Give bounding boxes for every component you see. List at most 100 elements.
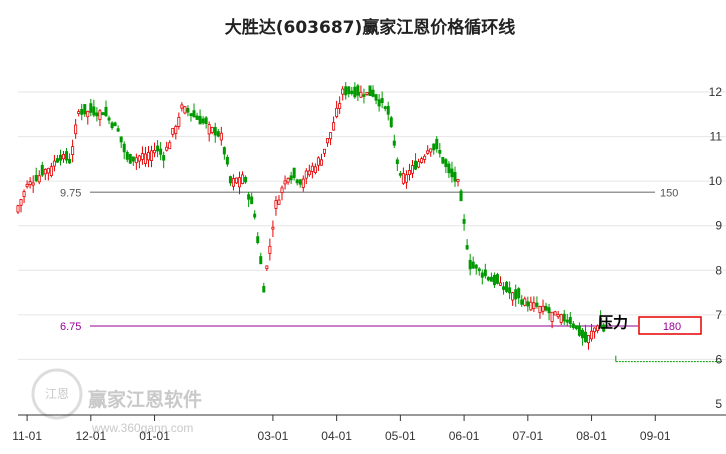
candle bbox=[350, 86, 354, 96]
candle bbox=[453, 166, 457, 187]
candle-body bbox=[292, 167, 296, 178]
candle bbox=[593, 327, 597, 339]
candle-body bbox=[389, 117, 393, 128]
candle-body bbox=[332, 122, 336, 131]
candle-body bbox=[104, 106, 108, 117]
candle bbox=[483, 263, 487, 279]
candle bbox=[492, 272, 496, 288]
candle-body bbox=[274, 200, 278, 209]
candle bbox=[599, 310, 603, 328]
candle-body bbox=[222, 147, 226, 155]
grid bbox=[18, 91, 726, 360]
candle bbox=[289, 171, 293, 184]
candle bbox=[195, 112, 199, 120]
candle-body bbox=[380, 98, 384, 104]
candle-body bbox=[110, 122, 114, 128]
candle-body bbox=[219, 132, 223, 141]
candle bbox=[177, 112, 181, 130]
candle bbox=[174, 124, 178, 140]
candle-body bbox=[514, 289, 518, 300]
candle-body bbox=[526, 301, 530, 307]
candle bbox=[274, 196, 278, 216]
candle-body bbox=[265, 265, 269, 269]
candle bbox=[562, 309, 566, 325]
candle bbox=[31, 175, 35, 193]
candle bbox=[83, 104, 87, 117]
candle-body bbox=[295, 179, 299, 184]
candle bbox=[219, 126, 223, 146]
candle-body bbox=[37, 175, 41, 183]
y-tick-label: 5 bbox=[715, 397, 722, 411]
candle bbox=[128, 153, 132, 164]
candle-body bbox=[83, 104, 87, 115]
candle bbox=[143, 146, 147, 167]
candle bbox=[520, 295, 524, 308]
candle-body bbox=[414, 160, 418, 170]
candle bbox=[486, 276, 490, 282]
candle bbox=[502, 282, 506, 295]
candle-body bbox=[541, 305, 545, 312]
candle bbox=[244, 175, 248, 184]
chart-title: 大胜达(603687)赢家江恩价格循环线 bbox=[225, 17, 516, 38]
candle-body bbox=[492, 274, 496, 286]
candle bbox=[198, 109, 202, 125]
candle bbox=[338, 96, 342, 115]
candle bbox=[523, 296, 527, 307]
candle-body bbox=[326, 138, 330, 144]
candle-body bbox=[307, 170, 311, 176]
candle-body bbox=[486, 276, 490, 281]
candle-body bbox=[502, 286, 506, 290]
candle bbox=[49, 162, 53, 178]
candle bbox=[192, 103, 196, 118]
candle bbox=[335, 100, 339, 119]
candle-body bbox=[116, 128, 120, 132]
candle bbox=[292, 167, 296, 181]
candle bbox=[577, 322, 581, 337]
candle bbox=[480, 269, 484, 285]
candle-body bbox=[298, 179, 302, 185]
candle bbox=[52, 154, 56, 172]
candle bbox=[547, 303, 551, 321]
candle-body bbox=[489, 276, 493, 282]
candle-body bbox=[316, 157, 320, 166]
watermark: 江恩 赢家江恩软件 www.360gann.com bbox=[31, 368, 202, 435]
candle bbox=[580, 327, 584, 346]
candle bbox=[587, 334, 591, 350]
candle bbox=[407, 163, 411, 181]
candle-body bbox=[280, 187, 284, 194]
candle bbox=[414, 153, 418, 171]
candle-body bbox=[568, 317, 572, 325]
annotations: 压力 bbox=[598, 313, 628, 331]
candle-body bbox=[365, 92, 369, 95]
candle bbox=[362, 88, 366, 104]
candle-body bbox=[22, 191, 26, 198]
candle bbox=[307, 164, 311, 177]
candle-body bbox=[162, 155, 166, 161]
candle bbox=[77, 109, 81, 117]
candle-body bbox=[92, 106, 96, 116]
candle-body bbox=[74, 124, 78, 135]
candle bbox=[514, 284, 518, 307]
candle-body bbox=[80, 109, 84, 115]
candle-body bbox=[55, 158, 59, 163]
candle bbox=[529, 296, 533, 311]
candle-body bbox=[453, 172, 457, 182]
candle bbox=[122, 141, 126, 160]
candle-body bbox=[283, 180, 287, 185]
candle-body bbox=[505, 281, 509, 292]
candle-body bbox=[480, 272, 484, 278]
candle bbox=[365, 92, 369, 96]
candle-body bbox=[599, 317, 603, 328]
candle-body bbox=[359, 91, 363, 98]
candle-body bbox=[113, 122, 117, 127]
candle bbox=[159, 141, 163, 161]
candle bbox=[137, 154, 141, 169]
candle bbox=[499, 276, 503, 286]
candle-body bbox=[471, 261, 475, 269]
candle-body bbox=[137, 155, 141, 162]
candle-body bbox=[43, 169, 47, 175]
candle-body bbox=[71, 146, 75, 155]
cycle-right-label: 180 bbox=[663, 321, 681, 333]
candle bbox=[265, 265, 269, 272]
candle bbox=[329, 132, 333, 146]
